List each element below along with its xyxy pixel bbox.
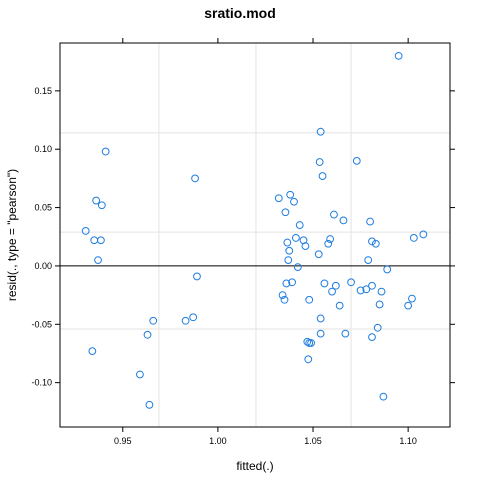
data-point: [288, 278, 296, 287]
data-point: [281, 208, 290, 217]
data-point: [347, 278, 355, 287]
data-point: [283, 238, 292, 247]
data-point: [394, 51, 403, 60]
data-point: [368, 333, 376, 342]
data-point: [364, 256, 373, 264]
x-tick-label: 1.05: [304, 436, 322, 446]
data-point: [286, 190, 295, 199]
data-point: [101, 147, 110, 156]
data-point: [315, 158, 324, 166]
data-point: [375, 300, 384, 309]
data-point: [97, 201, 106, 210]
x-tick-label: 1.10: [399, 436, 417, 446]
data-point: [316, 314, 325, 323]
data-point: [290, 197, 298, 206]
data-point: [305, 295, 314, 304]
y-tick-label: 0.15: [34, 86, 52, 96]
data-point: [371, 239, 380, 248]
data-point: [352, 156, 361, 165]
data-point: [295, 221, 304, 229]
data-point: [143, 330, 152, 339]
data-point: [404, 301, 413, 310]
data-point: [145, 400, 154, 409]
data-point: [368, 237, 376, 246]
data-point: [331, 281, 340, 290]
data-point: [307, 339, 316, 347]
grid-lines: [60, 43, 450, 427]
data-point: [318, 172, 327, 180]
data-point: [316, 127, 325, 136]
data-point: [324, 239, 333, 248]
data-point: [383, 265, 392, 274]
data-point: [316, 329, 325, 338]
data-point: [362, 285, 371, 294]
data-point: [136, 370, 144, 379]
data-point: [278, 291, 287, 300]
data-point: [293, 263, 302, 271]
x-tick-label: 1.00: [209, 436, 227, 446]
data-point: [301, 242, 310, 250]
axes: 0.95 1.00 1.05 1.10 -0.10 -0.05 0.00 0.05 0.10 0.…: [31, 38, 455, 446]
y-tick-label: 0.05: [34, 203, 52, 213]
data-point: [189, 313, 198, 322]
data-point: [409, 234, 418, 242]
data-point: [92, 196, 101, 205]
data-point: [191, 174, 199, 183]
data-point: [328, 287, 336, 296]
data-point: [149, 316, 158, 325]
y-tick-label: 0.10: [34, 144, 52, 154]
data-point: [285, 246, 294, 255]
data-point: [274, 194, 283, 203]
x-axis-label: fitted(.): [236, 459, 273, 473]
y-axis-label: resid(., type = "pearson"): [5, 169, 19, 301]
y-tick-label: -0.10: [31, 378, 52, 388]
data-point: [408, 294, 416, 303]
data-point: [81, 227, 90, 235]
data-point: [335, 301, 344, 310]
data-point: [377, 287, 386, 296]
data-point: [88, 347, 97, 356]
x-tick-label: 0.95: [114, 436, 132, 446]
plot-title: sratio.mod: [204, 5, 276, 21]
data-point: [326, 235, 335, 243]
data-points: [81, 51, 428, 409]
data-point: [366, 217, 374, 226]
data-point: [97, 236, 105, 245]
data-point: [282, 279, 291, 288]
data-point: [94, 256, 102, 264]
data-point: [193, 272, 201, 281]
data-point: [341, 329, 350, 338]
data-point: [280, 295, 289, 304]
data-point: [314, 250, 323, 259]
data-point: [292, 234, 300, 242]
data-point: [379, 392, 388, 401]
data-point: [339, 216, 348, 225]
data-point: [419, 230, 428, 239]
data-point: [320, 279, 329, 288]
plot-frame: [59, 42, 451, 428]
data-point: [90, 236, 99, 245]
y-tick-label: -0.05: [31, 319, 52, 329]
data-point: [181, 316, 190, 325]
data-point: [373, 323, 382, 332]
data-point: [303, 337, 312, 346]
data-point: [284, 256, 293, 264]
data-point: [356, 286, 365, 295]
y-tick-label: 0.00: [34, 261, 52, 271]
data-point: [304, 355, 313, 364]
data-point: [330, 210, 338, 219]
data-point: [368, 281, 376, 290]
